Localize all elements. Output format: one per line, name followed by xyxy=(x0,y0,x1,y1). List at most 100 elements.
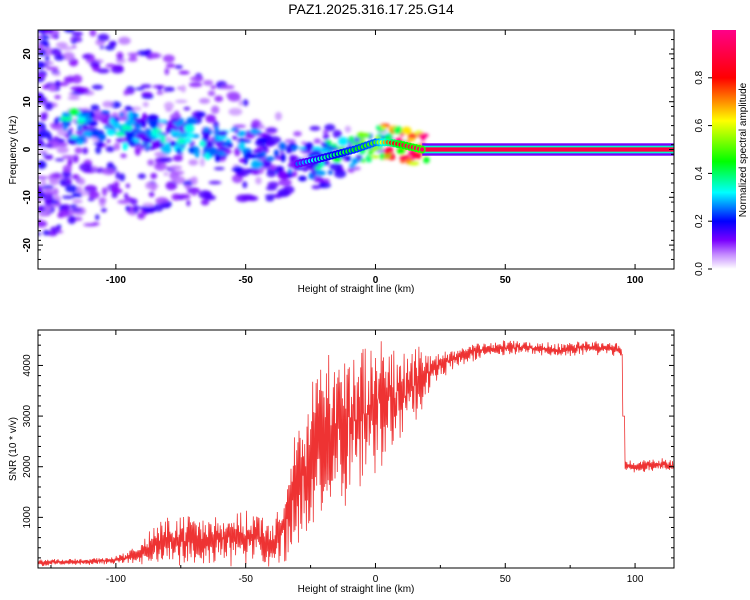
spectrogram-cell xyxy=(106,139,111,144)
spectrogram-cell xyxy=(38,35,43,40)
spectrogram-cell xyxy=(214,154,221,163)
spectrogram-cell xyxy=(173,131,182,137)
spectrogram-cell xyxy=(277,170,288,179)
spectrogram-cell xyxy=(178,70,190,75)
spectrogram-cell xyxy=(82,130,94,137)
spectrogram-cell xyxy=(38,159,44,168)
spectrogram-cell xyxy=(103,125,111,130)
spectrogram-cell xyxy=(50,226,61,233)
spectrogram-cell xyxy=(407,133,417,140)
spectrogram-cell xyxy=(91,84,104,90)
spectrogram-cell xyxy=(38,150,49,154)
snr-y-tick-label: 3000 xyxy=(22,405,33,428)
spectrogram-ylabel: Frequency (Hz) xyxy=(8,116,19,185)
spectrogram-cell xyxy=(55,41,68,48)
spectrogram-cell xyxy=(34,16,46,21)
colorbar-tick-label: 0.2 xyxy=(694,214,705,228)
spectrogram-cell xyxy=(202,79,214,86)
spectrogram-cell xyxy=(64,17,69,25)
spectrogram-cell xyxy=(165,63,176,69)
spectrogram-cell xyxy=(38,43,44,52)
spectrogram-cell xyxy=(157,119,167,124)
snr-x-tick-label: 50 xyxy=(500,574,512,585)
spectrogram-cell xyxy=(388,156,396,161)
spectrogram-cell xyxy=(70,135,78,139)
spectrogram-cell xyxy=(38,184,43,194)
spectrogram-cell xyxy=(194,150,200,159)
spectrogram-cell xyxy=(92,113,106,120)
spectrogram-cell xyxy=(42,229,50,236)
spectrogram-cell xyxy=(124,105,133,112)
spectrogram-cell xyxy=(74,147,83,154)
spectrogram-cell xyxy=(265,185,277,191)
spectrogram-cell xyxy=(127,57,138,62)
spectrogram-cell xyxy=(101,117,111,125)
spectrogram-cell xyxy=(188,82,203,88)
spectrogram-y-tick-label: -20 xyxy=(22,237,33,252)
spectrogram-cell xyxy=(141,91,153,97)
spectrogram-cell xyxy=(125,205,130,212)
spectrogram-cell xyxy=(61,155,76,159)
spectrogram-cell xyxy=(207,90,216,97)
spectrogram-cell xyxy=(210,105,220,114)
spectrogram-cell xyxy=(83,127,96,132)
spectrogram-cell xyxy=(266,140,277,146)
colorbar-tick-label: 0.6 xyxy=(694,118,705,132)
snr-y-tick-label: 1000 xyxy=(22,506,33,529)
spectrogram-cell xyxy=(204,152,210,161)
spectrogram-cell xyxy=(251,119,261,128)
spectrogram-ridge-core xyxy=(419,147,425,152)
snr-series-line xyxy=(38,340,674,567)
spectrogram-cell xyxy=(351,157,358,165)
spectrogram-cell xyxy=(79,163,93,172)
spectrogram-cell xyxy=(186,199,191,207)
spectrogram-cell xyxy=(278,142,287,151)
spectrogram-cell xyxy=(44,154,54,160)
spectrogram-cell xyxy=(233,165,243,173)
spectrogram-cell xyxy=(97,68,110,74)
spectrogram-cell xyxy=(191,192,197,196)
colorbar-tick-label: 0.8 xyxy=(694,70,705,84)
spectrogram-cell xyxy=(56,146,69,154)
spectrogram-cell xyxy=(196,111,206,118)
spectrogram-cell xyxy=(71,31,84,37)
spectrogram-cell xyxy=(162,54,175,63)
spectrogram-cell xyxy=(240,139,252,143)
spectrogram-cell xyxy=(43,188,54,192)
spectrogram-cell xyxy=(282,185,295,194)
spectrogram-cell xyxy=(124,119,136,126)
spectrogram-cell xyxy=(252,149,263,154)
spectrogram-cell xyxy=(332,129,342,139)
spectrogram-cell xyxy=(41,13,49,16)
spectrogram-cell xyxy=(164,67,170,76)
spectrogram-cell xyxy=(113,142,121,151)
spectrogram-cell xyxy=(269,164,277,171)
spectrogram-cell xyxy=(198,190,212,199)
spectrogram-cell xyxy=(67,158,73,166)
spectrogram-y-tick-label: 0 xyxy=(22,146,33,152)
spectrogram-cell xyxy=(44,204,51,213)
spectrogram-cell xyxy=(61,195,75,199)
spectrogram-cell xyxy=(157,85,162,92)
spectrogram-cell xyxy=(49,177,60,186)
spectrogram-cell xyxy=(45,66,59,71)
spectrogram-cell xyxy=(166,120,175,130)
spectrogram-cell xyxy=(38,220,48,228)
spectrogram-cell xyxy=(177,86,182,90)
spectrogram-cell xyxy=(95,214,100,221)
spectrogram-cell xyxy=(150,182,157,192)
spectrogram-cell xyxy=(70,86,85,91)
spectrogram-cell xyxy=(105,63,117,68)
spectrogram-cell xyxy=(40,112,48,121)
spectrogram-cell xyxy=(231,135,238,140)
spectrogram-x-tick-label: -50 xyxy=(238,275,253,286)
spectrogram-cell xyxy=(220,84,235,90)
spectrogram-cell xyxy=(106,128,116,136)
spectrogram-cell xyxy=(59,17,66,26)
spectrogram-cell xyxy=(147,159,155,166)
spectrogram-cell xyxy=(68,58,79,67)
spectrogram-cell xyxy=(112,121,121,129)
spectrogram-cell xyxy=(90,104,100,111)
spectrogram-cell xyxy=(35,23,46,29)
spectrogram-tone-band-core xyxy=(422,147,674,152)
